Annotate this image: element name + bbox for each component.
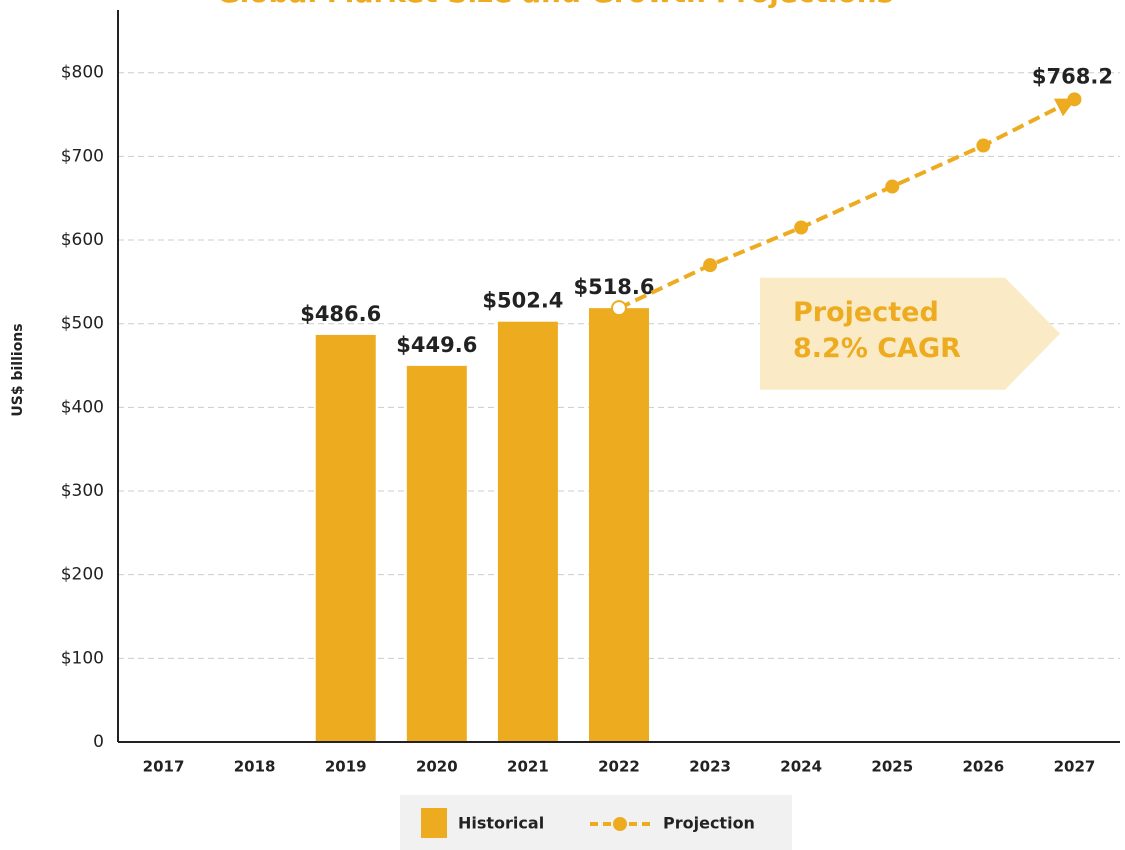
annotation-arrow bbox=[760, 277, 1060, 390]
y-tick-label: $200 bbox=[61, 565, 104, 585]
annotation-text: 8.2% CAGR bbox=[793, 333, 961, 364]
bar bbox=[406, 365, 467, 742]
legend-swatch bbox=[421, 808, 447, 838]
value-label: $768.2 bbox=[1032, 64, 1113, 88]
line-point bbox=[885, 179, 900, 194]
line-point bbox=[976, 138, 991, 153]
legend-label: Historical bbox=[458, 814, 544, 833]
value-label: $486.6 bbox=[300, 302, 381, 326]
line-point bbox=[611, 300, 627, 317]
bar bbox=[589, 308, 649, 742]
y-tick-label: $500 bbox=[61, 314, 104, 334]
y-tick-label: $300 bbox=[61, 481, 104, 501]
line-point bbox=[794, 220, 809, 235]
y-tick-label: $700 bbox=[61, 146, 104, 166]
y-axis-label: US$ billions bbox=[10, 323, 26, 416]
x-tick-label: 2019 bbox=[325, 758, 367, 776]
y-tick-label: $600 bbox=[61, 230, 104, 250]
x-tick-label: 2022 bbox=[598, 758, 640, 776]
y-tick-label: $400 bbox=[61, 397, 104, 417]
annotation-text: Projected bbox=[793, 297, 939, 328]
y-tick-label: $100 bbox=[61, 648, 104, 668]
x-tick-label: 2026 bbox=[962, 758, 1004, 776]
line-point bbox=[1067, 92, 1082, 107]
bar bbox=[315, 334, 376, 742]
x-tick-label: 2023 bbox=[689, 758, 731, 776]
line bbox=[618, 97, 1077, 310]
legend-label: Projection bbox=[663, 814, 755, 833]
value-label: $449.6 bbox=[396, 333, 477, 357]
x-tick-label: 2027 bbox=[1054, 758, 1096, 776]
chart-title: Global Market Size and Growth Projection… bbox=[217, 0, 894, 9]
value-label: $518.6 bbox=[573, 275, 654, 299]
x-tick-label: 2025 bbox=[871, 758, 913, 776]
x-tick-label: 2017 bbox=[143, 758, 185, 776]
value-label: $502.4 bbox=[482, 289, 563, 313]
y-tick-label: 0 bbox=[93, 732, 104, 752]
bar bbox=[497, 321, 558, 742]
x-tick-label: 2021 bbox=[507, 758, 549, 776]
line-point bbox=[703, 258, 718, 273]
legend-dot bbox=[613, 817, 627, 831]
x-tick-label: 2020 bbox=[416, 758, 458, 776]
y-tick-label: $800 bbox=[61, 63, 104, 83]
x-tick-label: 2024 bbox=[780, 758, 822, 776]
x-tick-label: 2018 bbox=[234, 758, 276, 776]
